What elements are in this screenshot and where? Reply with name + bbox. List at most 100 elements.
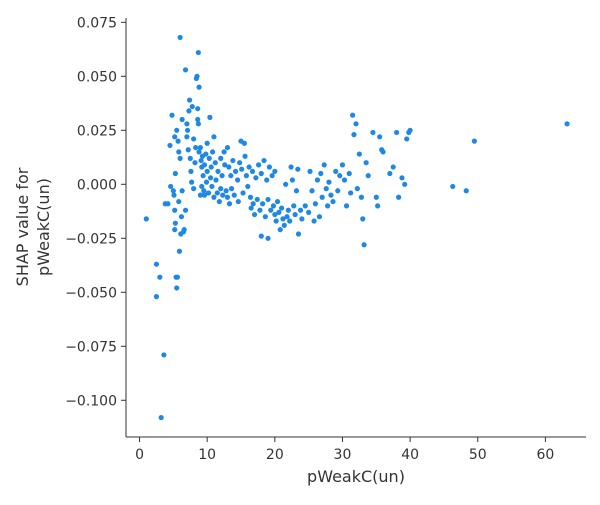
- data-point: [172, 220, 178, 226]
- data-point: [399, 175, 405, 181]
- data-point: [247, 194, 254, 200]
- data-point: [184, 121, 190, 127]
- data-point: [169, 112, 175, 118]
- data-point: [293, 188, 300, 194]
- data-point: [174, 285, 180, 291]
- data-point: [220, 192, 226, 198]
- data-point: [246, 164, 252, 170]
- data-point: [209, 183, 215, 190]
- data-point: [226, 164, 232, 170]
- data-point: [226, 201, 233, 207]
- data-point: [196, 149, 202, 155]
- data-point: [288, 164, 294, 170]
- data-point: [341, 177, 348, 183]
- data-point: [287, 218, 293, 224]
- y-tick-label: −0.050: [65, 285, 117, 301]
- data-point: [269, 173, 275, 179]
- data-point: [207, 114, 213, 120]
- data-point: [205, 190, 212, 196]
- data-point: [370, 129, 376, 136]
- data-point: [224, 194, 231, 200]
- data-point: [195, 121, 201, 127]
- data-point: [354, 186, 360, 192]
- data-point: [377, 134, 383, 140]
- data-point: [363, 160, 369, 166]
- data-point: [212, 160, 218, 166]
- data-point: [197, 144, 204, 151]
- data-point: [199, 183, 205, 190]
- data-point: [311, 218, 317, 224]
- y-tick-label: 0.025: [77, 123, 117, 139]
- data-point: [176, 198, 182, 205]
- data-point: [277, 227, 283, 233]
- data-point: [200, 173, 206, 179]
- data-point: [232, 168, 239, 174]
- data-point: [201, 192, 208, 198]
- y-tick-label: 0.000: [77, 177, 117, 193]
- data-point: [179, 116, 185, 123]
- data-point: [393, 129, 400, 136]
- data-point: [189, 103, 195, 110]
- x-axis-ticks: 0 10 20 30 40 50 60: [135, 437, 554, 463]
- data-point: [243, 173, 250, 179]
- data-point: [407, 127, 413, 133]
- data-point: [221, 149, 227, 155]
- data-point: [222, 162, 228, 168]
- y-tick-label: −0.100: [65, 393, 117, 409]
- data-point: [165, 201, 171, 207]
- data-point: [197, 192, 204, 198]
- data-point: [192, 160, 198, 166]
- data-point: [281, 222, 287, 228]
- data-point: [253, 175, 259, 181]
- data-point: [350, 112, 356, 118]
- data-point: [201, 162, 208, 168]
- data-point: [223, 188, 229, 194]
- data-point: [402, 181, 408, 187]
- data-point: [161, 352, 167, 358]
- data-point: [387, 170, 393, 177]
- data-point: [471, 138, 477, 144]
- data-point: [265, 235, 271, 241]
- data-point: [272, 168, 278, 174]
- data-point: [206, 155, 212, 161]
- data-point: [360, 216, 366, 222]
- data-point: [191, 186, 197, 192]
- data-point: [176, 248, 183, 254]
- data-point: [174, 127, 180, 133]
- data-point: [358, 194, 365, 200]
- data-point: [216, 198, 222, 205]
- data-point: [450, 183, 456, 190]
- x-tick-label: 20: [266, 447, 284, 463]
- y-tick-label: −0.025: [65, 231, 117, 247]
- data-point: [218, 155, 224, 161]
- x-tick-label: 10: [198, 447, 216, 463]
- data-point: [257, 207, 263, 213]
- data-point: [258, 170, 264, 177]
- data-point: [224, 144, 231, 151]
- data-point: [396, 194, 402, 200]
- data-point: [307, 168, 313, 174]
- data-point: [270, 203, 277, 209]
- data-point: [319, 194, 325, 200]
- data-point: [186, 108, 192, 114]
- data-point: [228, 186, 235, 192]
- data-point: [204, 140, 210, 146]
- data-point: [278, 205, 285, 211]
- data-point: [404, 136, 410, 142]
- data-point: [175, 138, 181, 144]
- data-point: [185, 147, 191, 153]
- data-point: [351, 132, 357, 138]
- data-point: [272, 211, 278, 218]
- y-axis-title-line-2: pWeakC(un): [34, 178, 53, 276]
- data-point: [239, 166, 245, 172]
- data-point: [330, 198, 336, 205]
- data-point: [240, 190, 246, 196]
- data-point: [237, 160, 243, 166]
- x-tick-label: 30: [334, 447, 352, 463]
- data-point: [265, 196, 271, 203]
- data-point: [235, 198, 241, 205]
- data-point: [333, 168, 339, 174]
- data-point: [235, 177, 241, 183]
- data-point: [215, 168, 221, 174]
- data-point: [258, 233, 264, 239]
